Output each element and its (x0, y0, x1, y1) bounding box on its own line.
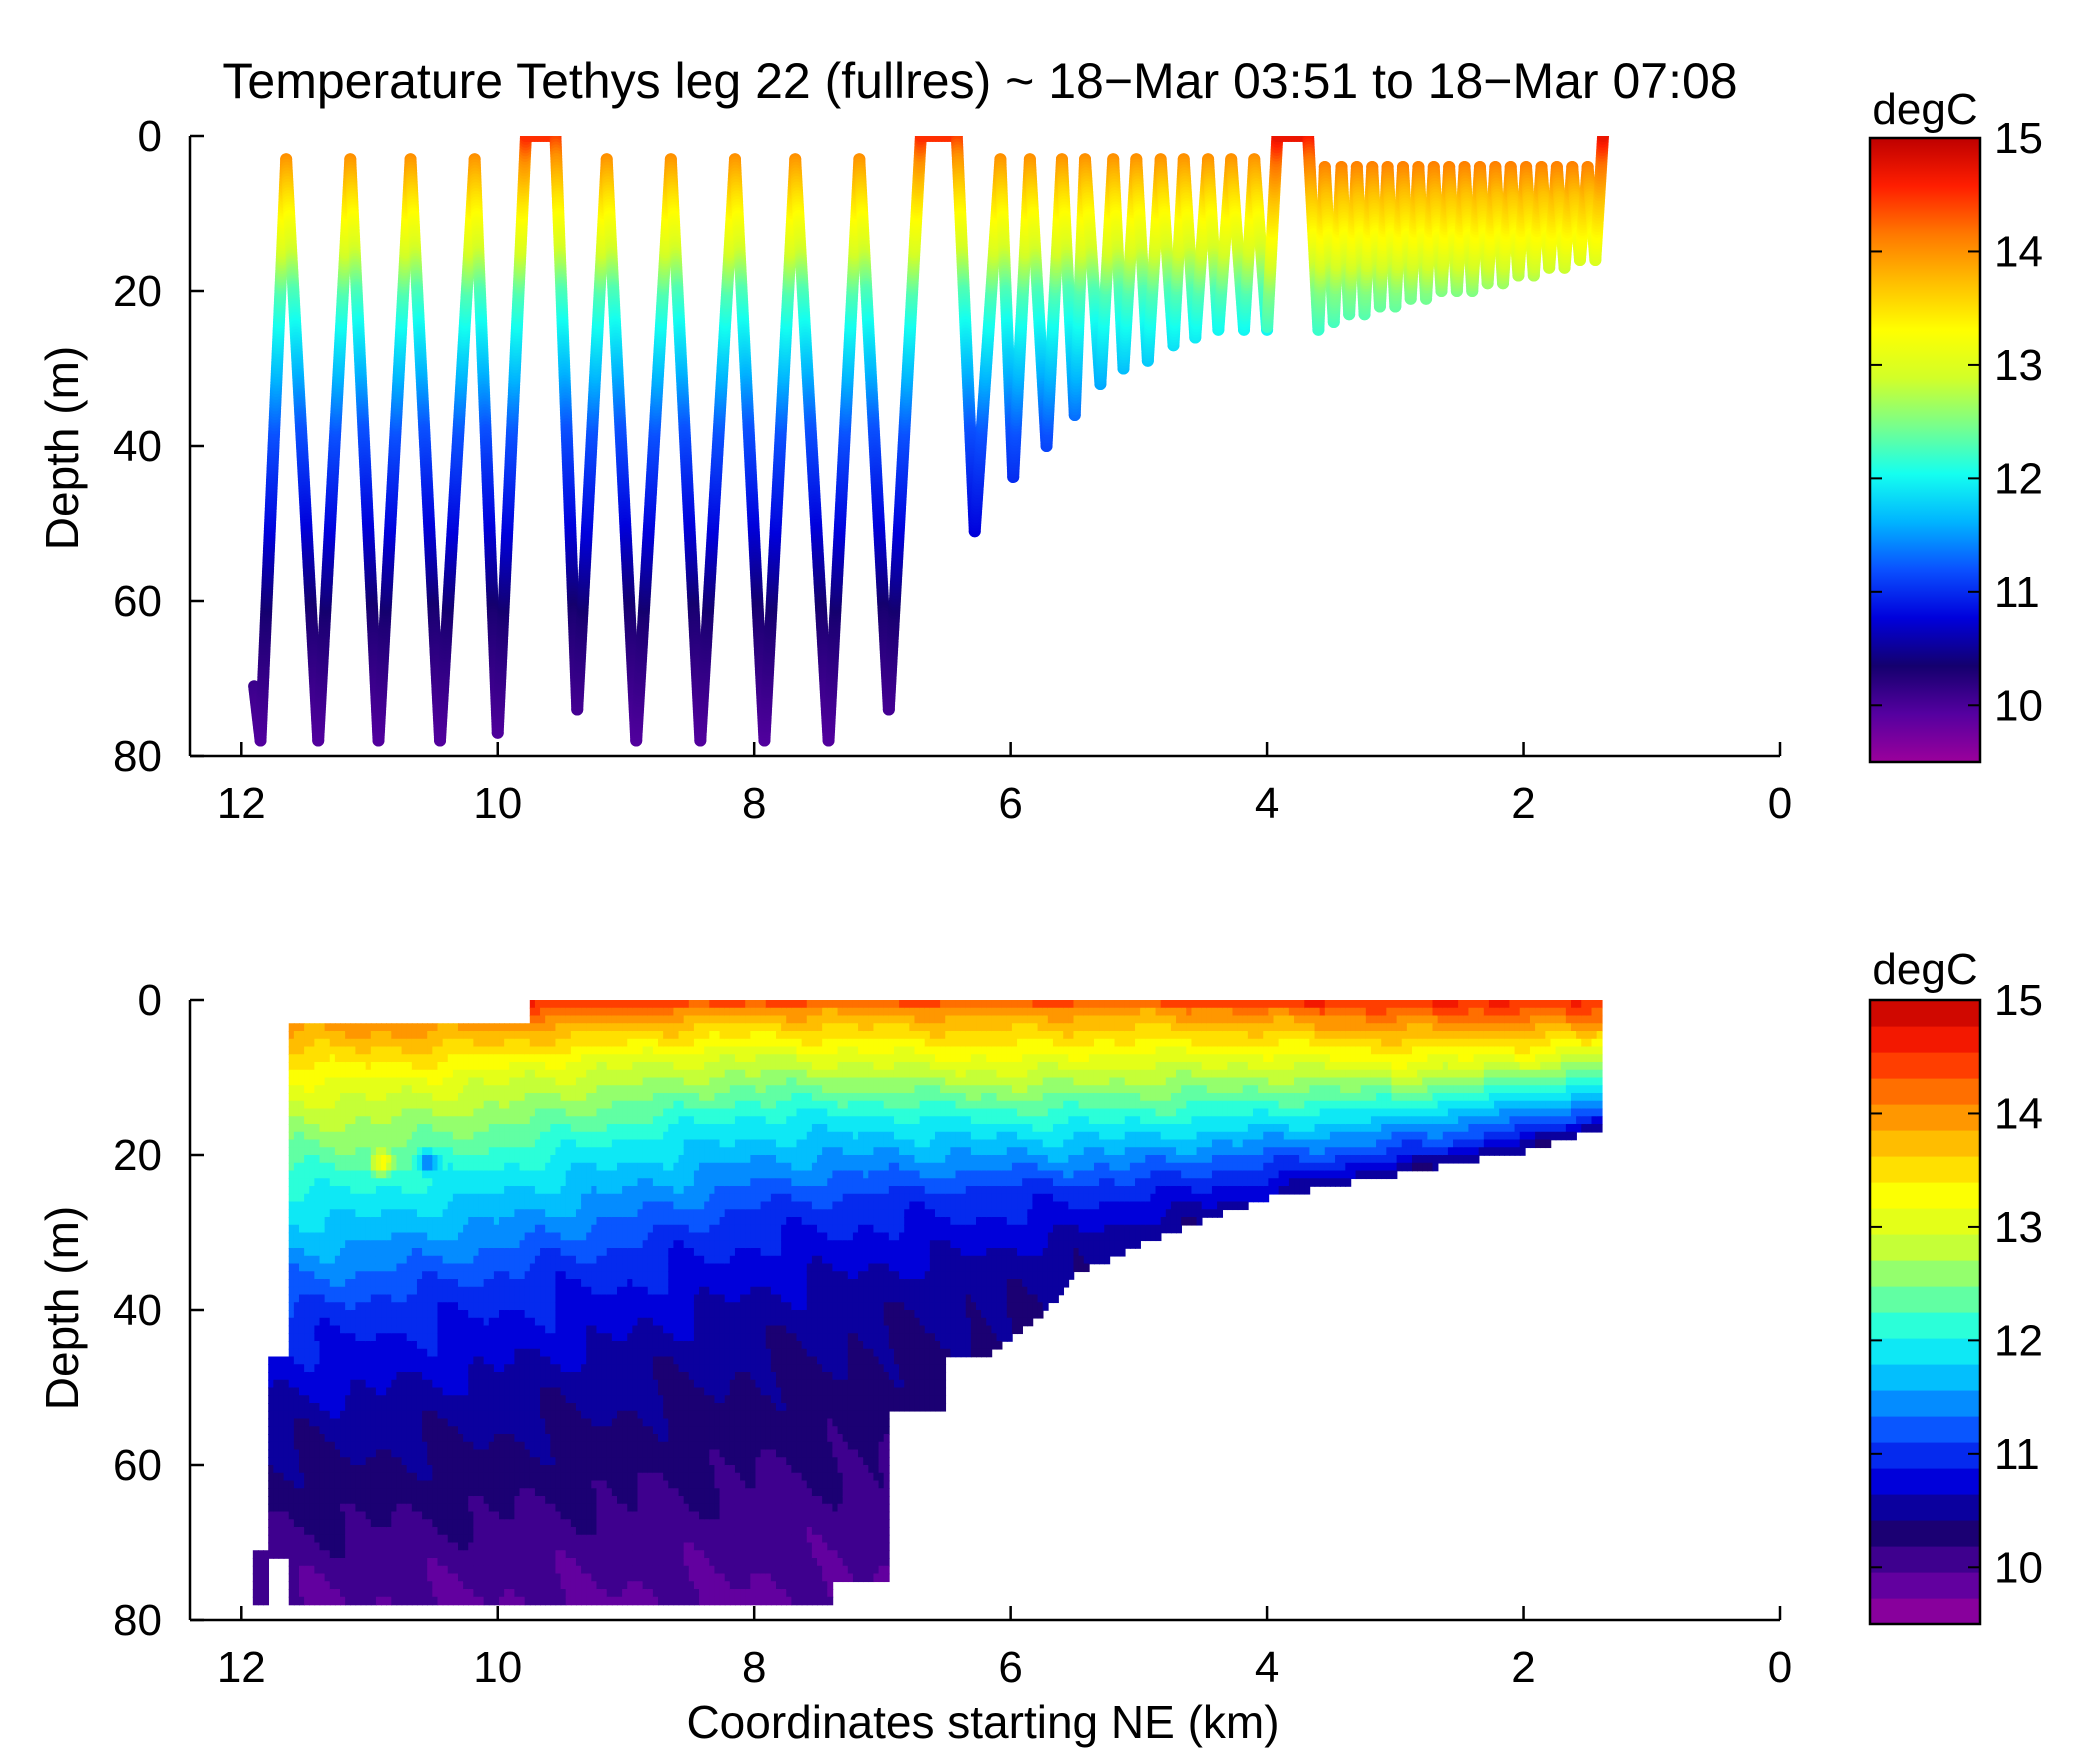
profile-scatter-series (248, 136, 1610, 747)
chart-title: Temperature Tethys leg 22 (fullres) ~ 18… (222, 53, 1737, 109)
top-panel: Temperature Tethys leg 22 (fullres) ~ 18… (36, 53, 2043, 828)
